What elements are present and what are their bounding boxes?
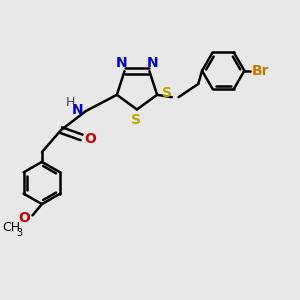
Text: 3: 3 [16,228,22,238]
Text: N: N [146,56,158,70]
Text: O: O [84,132,96,146]
Text: N: N [72,103,84,116]
Text: S: S [162,86,172,100]
Text: Br: Br [252,64,269,78]
Text: S: S [130,113,140,127]
Text: O: O [18,211,30,225]
Text: CH: CH [2,221,20,234]
Text: H: H [66,96,75,109]
Text: N: N [116,56,127,70]
